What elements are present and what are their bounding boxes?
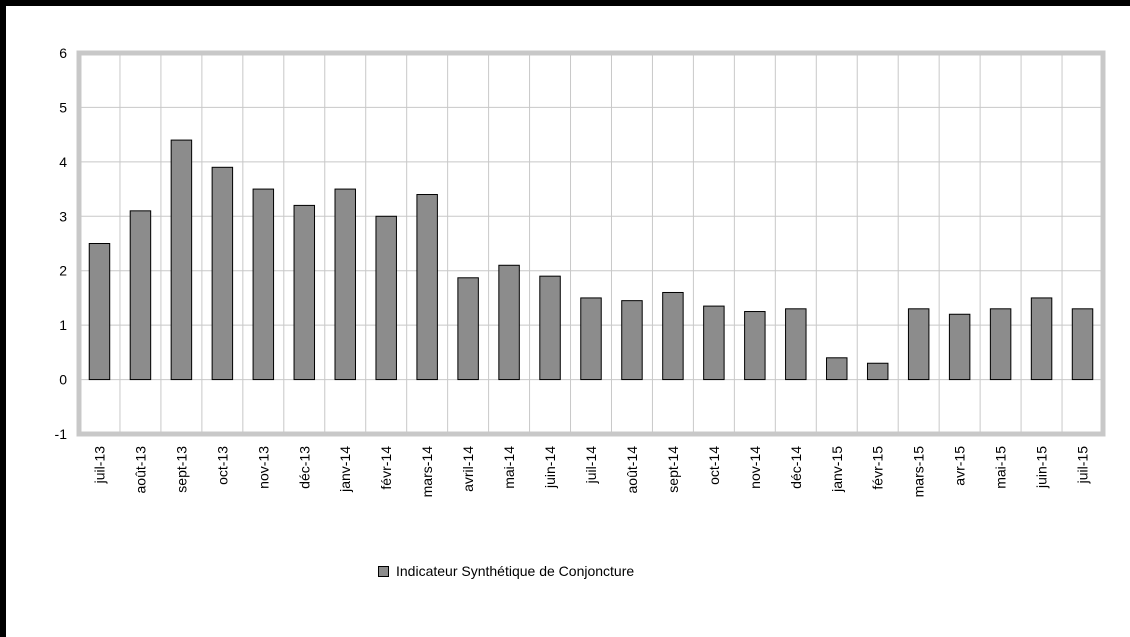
x-tick-label: juin-14 [542, 446, 558, 489]
x-tick-label: avr-15 [952, 446, 968, 486]
bar [662, 291, 684, 381]
bar [293, 204, 316, 381]
x-tick-label: déc-14 [788, 446, 804, 489]
x-tick-label: juil-13 [91, 446, 107, 485]
bar [334, 188, 356, 381]
x-tick-label: mars-15 [911, 446, 927, 498]
bar [170, 139, 193, 381]
x-tick-label: juil-14 [583, 446, 599, 485]
x-tick-label: janv-15 [829, 446, 845, 493]
bar [703, 305, 725, 381]
x-tick-label: août-14 [624, 446, 640, 494]
bar [539, 275, 561, 381]
legend-swatch [378, 565, 389, 577]
bar [1071, 308, 1094, 381]
bar [88, 243, 111, 381]
bar [989, 308, 1012, 381]
x-tick-label: mai-14 [501, 446, 517, 489]
bar [580, 297, 602, 381]
x-tick-label: août-13 [132, 446, 148, 494]
plot-border [76, 50, 1106, 437]
bar [621, 300, 643, 381]
bar [416, 194, 438, 381]
bar [498, 264, 520, 381]
y-tick-label: 5 [59, 99, 67, 115]
x-tick-label: déc-13 [296, 446, 312, 489]
x-tick-label: oct-13 [214, 446, 230, 485]
x-tick-label: juil-15 [1075, 446, 1091, 485]
x-tick-label: févr-14 [378, 446, 394, 490]
x-tick-label: juin-15 [1034, 446, 1050, 489]
x-tick-label: mai-15 [993, 446, 1009, 489]
bar [457, 277, 479, 381]
y-tick-label: 4 [59, 154, 67, 170]
legend: Indicateur Synthétique de Conjoncture [378, 563, 634, 579]
y-tick-label: 1 [59, 317, 67, 333]
y-tick-label: 6 [59, 45, 67, 61]
y-tick-label: 2 [59, 263, 67, 279]
bar [907, 308, 930, 381]
bar [129, 210, 152, 381]
x-tick-label: oct-14 [706, 446, 722, 485]
bar [375, 215, 397, 381]
x-tick-label: sept-13 [173, 446, 189, 493]
bar [744, 311, 766, 381]
y-tick-label: -1 [55, 426, 68, 442]
legend-label: Indicateur Synthétique de Conjoncture [396, 563, 635, 579]
bar [211, 166, 234, 381]
bar [866, 362, 889, 381]
x-tick-label: avril-14 [460, 446, 476, 492]
y-tick-label: 3 [59, 208, 67, 224]
bar [826, 357, 848, 381]
plot-area: -1 0 1 2 3 4 5 6 juil-13 août-13 sept-13 oct-13 nov-… [55, 45, 1106, 498]
x-tick-label: nov-14 [747, 446, 763, 489]
x-tick-label: mars-14 [419, 446, 435, 498]
bar [948, 313, 971, 381]
x-tick-label: févr-15 [870, 446, 886, 490]
bar [1030, 297, 1053, 381]
x-tick-label: janv-14 [337, 446, 353, 493]
y-tick-label: 0 [59, 372, 67, 388]
x-tick-label: nov-13 [255, 446, 271, 489]
bar [785, 308, 807, 381]
x-tick-label: sept-14 [665, 446, 681, 493]
bar [252, 188, 275, 381]
